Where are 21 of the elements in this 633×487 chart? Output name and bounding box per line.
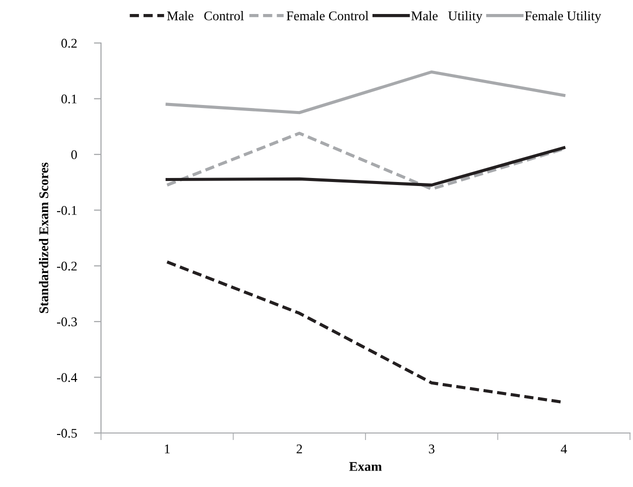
legend-label: Male Utility: [411, 11, 482, 24]
x-tick-label: 3: [428, 444, 434, 454]
x-tick-label: 2: [296, 444, 302, 454]
y-axis-title: Standardized Exam Scores: [38, 162, 48, 314]
line-series: [166, 132, 566, 190]
line-series: [166, 70, 566, 114]
legend-label: Female Utility: [525, 11, 602, 24]
y-tick-label: -0.2: [56, 262, 77, 271]
line-series: [166, 146, 566, 187]
y-tick-label: 0.2: [61, 38, 77, 48]
y-tick-label: -0.1: [56, 206, 77, 215]
legend-label: Female Control: [286, 11, 368, 20]
x-axis-title: Exam: [349, 462, 382, 471]
y-tick-label: -0.4: [56, 373, 78, 382]
legend-label: Male Control: [167, 11, 244, 20]
y-tick-label: 0.1: [61, 94, 77, 104]
y-tick-label: -0.3: [56, 317, 77, 326]
y-tick-label: 0: [71, 150, 77, 160]
y-tick-label: -0.5: [56, 428, 77, 438]
x-tick-label: 1: [164, 444, 170, 454]
x-tick-label: 4: [560, 444, 567, 454]
